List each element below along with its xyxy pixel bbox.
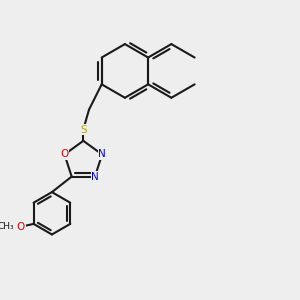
Text: O: O [17, 222, 25, 232]
Text: S: S [80, 124, 87, 134]
Text: O: O [60, 149, 69, 160]
Text: N: N [91, 172, 99, 182]
Text: N: N [98, 149, 106, 160]
Text: CH₃: CH₃ [0, 222, 14, 231]
